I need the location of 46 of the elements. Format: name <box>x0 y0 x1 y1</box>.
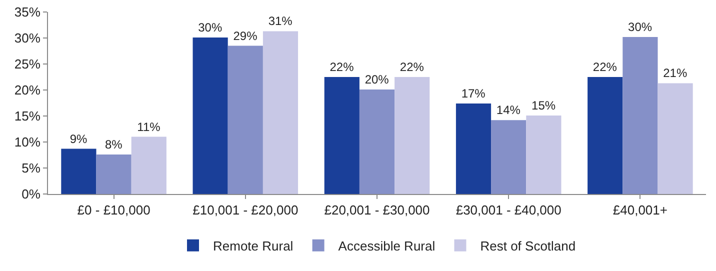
x-tick-label: £0 - £10,000 <box>77 202 150 218</box>
bar <box>131 136 166 194</box>
data-label: 20% <box>364 72 390 86</box>
x-tick-label: £40,001+ <box>612 202 668 218</box>
y-tick-label: 0% <box>22 186 41 202</box>
x-tick-label: £30,001 - £40,000 <box>456 202 562 218</box>
y-tick-label: 5% <box>22 160 41 176</box>
data-label: 22% <box>400 60 424 74</box>
bar <box>228 46 263 194</box>
data-label: 9% <box>70 132 88 146</box>
data-label: 30% <box>628 20 652 34</box>
y-tick-label: 15% <box>14 108 41 124</box>
bar <box>262 31 298 194</box>
bar <box>96 154 132 194</box>
bar <box>658 83 693 194</box>
y-tick-label: 25% <box>14 56 41 72</box>
bar <box>359 89 395 194</box>
x-tick-label: £20,001 - £30,000 <box>324 202 430 218</box>
data-label: 21% <box>663 66 688 80</box>
legend-label: Remote Rural <box>213 238 294 254</box>
bar <box>192 37 228 194</box>
bar <box>491 120 526 194</box>
data-label: 30% <box>198 20 222 34</box>
bar <box>526 115 562 194</box>
bar <box>324 77 360 194</box>
data-label: 14% <box>496 103 521 118</box>
data-label: 22% <box>330 60 354 74</box>
y-tick-label: 35% <box>14 4 41 20</box>
data-label: 8% <box>104 137 123 152</box>
data-label: 15% <box>532 98 556 112</box>
legend-label: Accessible Rural <box>338 238 436 254</box>
y-tick-label: 30% <box>14 30 41 46</box>
data-label: 29% <box>233 28 258 43</box>
y-tick-label: 10% <box>14 134 41 150</box>
data-label: 11% <box>137 120 161 134</box>
x-tick-label: £10,001 - £20,000 <box>192 202 298 218</box>
data-label: 31% <box>268 14 293 28</box>
bar <box>588 77 623 194</box>
bar <box>622 36 658 194</box>
data-label: 17% <box>461 86 486 101</box>
data-label: 22% <box>592 60 618 74</box>
legend-label: Rest of Scotland <box>480 238 576 254</box>
bar <box>456 104 492 194</box>
bar <box>394 77 430 194</box>
y-tick-label: 20% <box>14 82 41 98</box>
bar <box>61 148 96 194</box>
